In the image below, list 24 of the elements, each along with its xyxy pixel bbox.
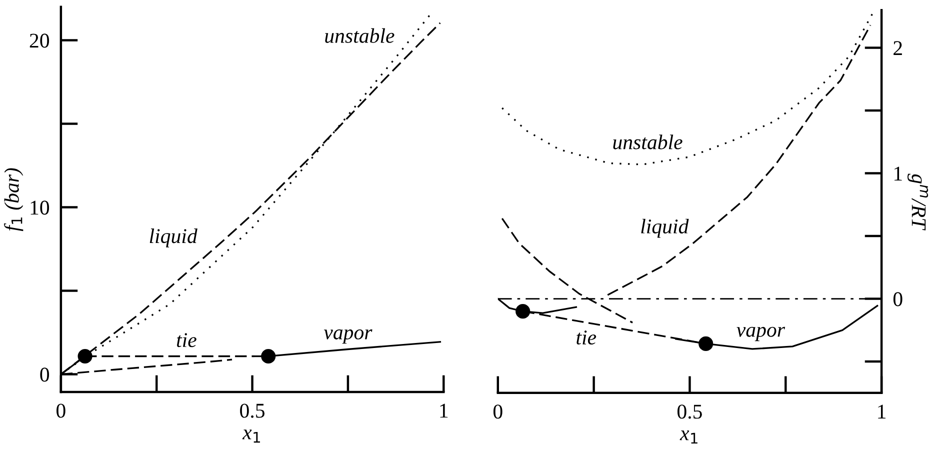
x-tick-label: 0 — [493, 404, 502, 419]
y2-axis-title: g$^{m}$/RT — [908, 174, 928, 230]
x-tick-label: 0.5 — [240, 404, 264, 418]
annotation: liquid — [641, 218, 689, 238]
y2-tick-label: 1 — [894, 166, 902, 180]
x-axis-title: x$_{1}$ — [242, 430, 260, 443]
annotation: unstable — [325, 28, 394, 43]
annotation: tie — [176, 333, 196, 348]
y-tick-label: 20 — [30, 34, 50, 48]
x-axis-title: x$_{1}$ — [680, 430, 698, 444]
y-tick-label: 0 — [40, 368, 50, 382]
annotation: vapor — [736, 326, 786, 342]
y-axis-title: f$_{1}$ (bar) — [4, 168, 24, 232]
y2-tick-label: 2 — [894, 41, 902, 55]
annotation: tie — [576, 330, 596, 345]
annotation: unstable — [613, 134, 682, 150]
annotation: vapor — [324, 329, 372, 344]
annotation: liquid — [150, 228, 198, 248]
x-tick-label: 1 — [878, 404, 886, 418]
y2-tick-label: 0 — [893, 292, 902, 306]
y-tick-label: 10 — [30, 200, 50, 215]
x-tick-label: 1 — [440, 404, 448, 418]
x-tick-label: 0 — [56, 404, 66, 418]
x-tick-label: 0.5 — [677, 404, 702, 419]
